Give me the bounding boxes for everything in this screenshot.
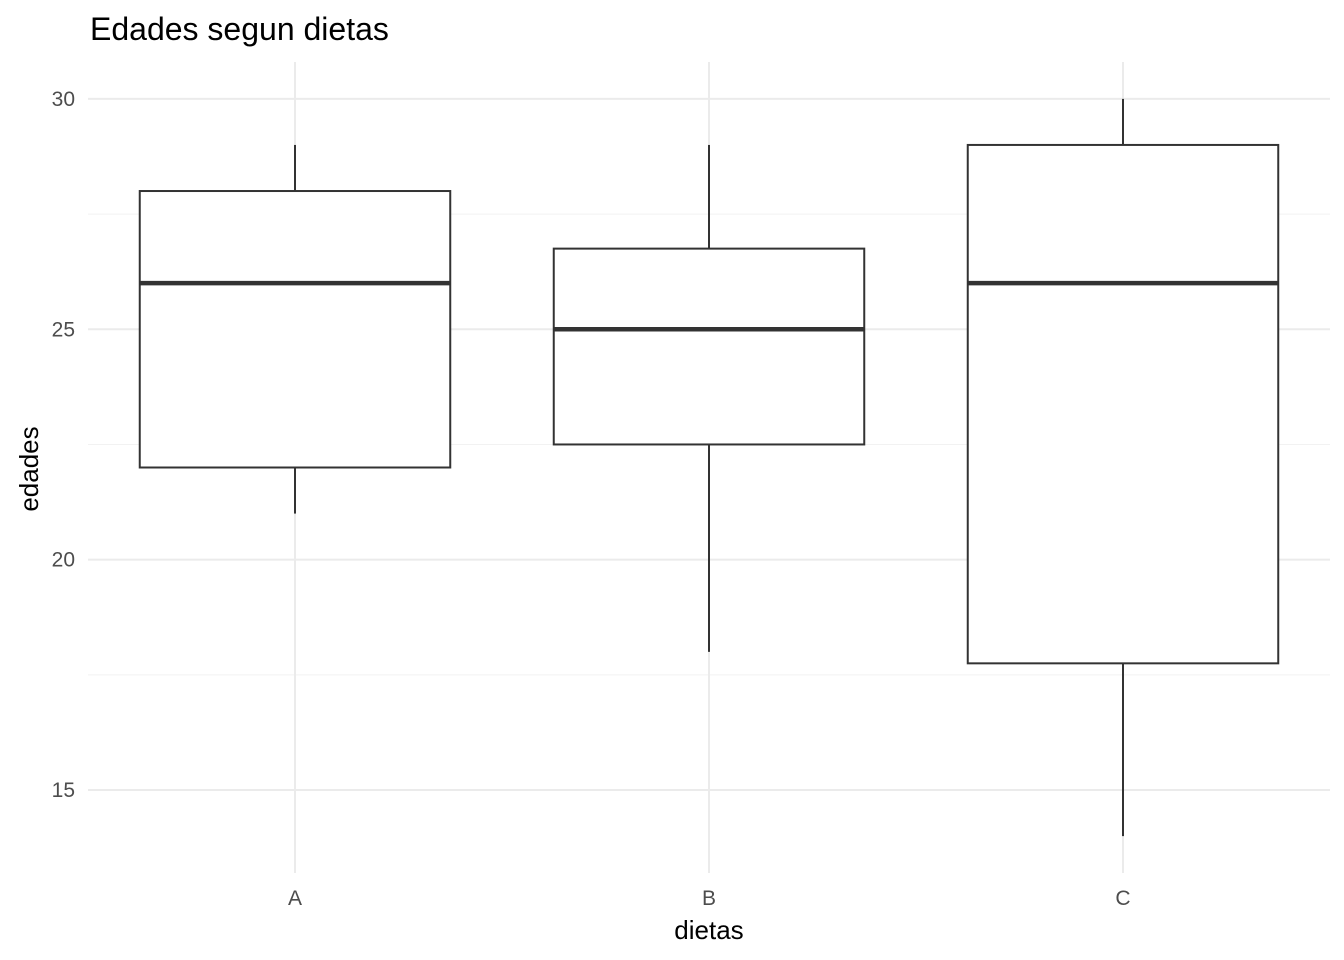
chart-title: Edades segun dietas	[90, 11, 389, 47]
x-tick-label: C	[1115, 887, 1130, 910]
x-axis-title: dietas	[674, 915, 743, 945]
box-iqr	[552, 247, 866, 446]
y-axis-ticks: 15 20 25 30	[52, 88, 75, 802]
box-iqr	[138, 190, 452, 469]
box-iqr	[966, 143, 1280, 665]
x-axis-ticks: A B C	[288, 887, 1131, 910]
x-tick-label: A	[288, 887, 302, 910]
y-tick-label: 25	[52, 318, 75, 341]
y-tick-label: 15	[52, 779, 75, 802]
y-tick-label: 20	[52, 549, 75, 572]
box-C	[966, 98, 1280, 837]
y-axis-title: edades	[14, 426, 44, 511]
x-tick-label: B	[702, 887, 716, 910]
box-layer	[138, 98, 1280, 837]
box-A	[138, 144, 452, 514]
y-tick-label: 30	[52, 88, 75, 111]
box-B	[552, 144, 866, 652]
